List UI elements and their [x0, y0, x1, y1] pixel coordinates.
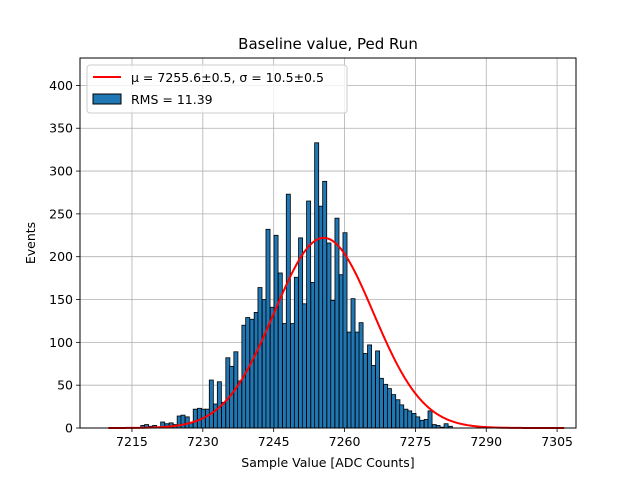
histogram-bar	[237, 380, 243, 429]
legend-fit-label: μ = 7255.6±0.5, σ = 10.5±0.5	[131, 70, 324, 85]
histogram-bar	[342, 232, 348, 429]
y-tick-label-0: 0	[65, 421, 73, 436]
histogram-bar	[221, 401, 227, 429]
histogram-bar	[407, 410, 413, 429]
histogram-bar	[419, 419, 425, 429]
histogram-bar	[399, 404, 405, 429]
x-axis-label: Sample Value [ADC Counts]	[241, 455, 414, 470]
legend-box	[86, 64, 348, 114]
y-tick-label-6: 300	[49, 164, 73, 179]
histogram-bars	[140, 142, 453, 429]
histogram-bar	[208, 379, 214, 429]
y-tick-label-1: 50	[57, 378, 73, 393]
x-tick-label-4: 7275	[399, 434, 431, 449]
histogram-bar	[415, 416, 421, 429]
y-tick-label-4: 200	[49, 249, 73, 264]
x-tick-label-1: 7230	[187, 434, 219, 449]
legend: μ = 7255.6±0.5, σ = 10.5±0.5 RMS = 11.39	[86, 64, 348, 114]
histogram-bar	[314, 142, 320, 429]
histogram-bar	[358, 322, 364, 429]
histogram-bar	[427, 410, 433, 429]
y-tick-label-7: 350	[49, 121, 73, 136]
histogram-bar	[322, 180, 328, 429]
y-tick-label-5: 250	[49, 206, 73, 221]
y-tick-label-3: 150	[49, 292, 73, 307]
histogram-bar	[301, 303, 307, 429]
chart-title: Baseline value, Ped Run	[238, 35, 418, 53]
histogram-bar	[192, 408, 198, 429]
histogram-bar	[330, 299, 336, 429]
x-axis-ticks: 7215 7230 7245 7260 7275 7290 7305	[116, 428, 573, 449]
histogram-bar	[334, 217, 340, 429]
histogram-bar	[443, 423, 449, 429]
histogram-bar	[293, 276, 299, 429]
y-tick-label-8: 400	[49, 78, 73, 93]
histogram-bar	[306, 200, 312, 429]
histogram-bar	[257, 287, 263, 429]
plot-frame	[79, 57, 577, 429]
histogram-bar	[249, 318, 255, 429]
histogram-bar	[386, 388, 392, 429]
x-tick-label-2: 7245	[258, 434, 290, 449]
legend-hist-label: RMS = 11.39	[131, 92, 213, 107]
histogram-bar	[285, 193, 291, 429]
x-tick-label-3: 7260	[329, 434, 361, 449]
histogram-bar	[370, 365, 376, 429]
histogram-bar	[180, 414, 186, 429]
y-axis-label: Events	[23, 222, 38, 264]
histogram-bar	[362, 353, 368, 429]
gaussian-fit-curve	[108, 236, 565, 429]
x-tick-label-0: 7215	[116, 434, 148, 449]
x-tick-label-5: 7290	[470, 434, 502, 449]
histogram-bar	[350, 298, 356, 429]
x-tick-label-6: 7305	[541, 434, 573, 449]
histogram-bar	[273, 234, 279, 429]
y-tick-label-2: 100	[49, 335, 73, 350]
legend-hist-swatch	[92, 93, 122, 105]
histogram-bar	[391, 394, 397, 429]
y-axis-ticks: 0 50 100 150 200 250 300 350 400	[49, 78, 80, 436]
histogram-bar	[378, 377, 384, 429]
